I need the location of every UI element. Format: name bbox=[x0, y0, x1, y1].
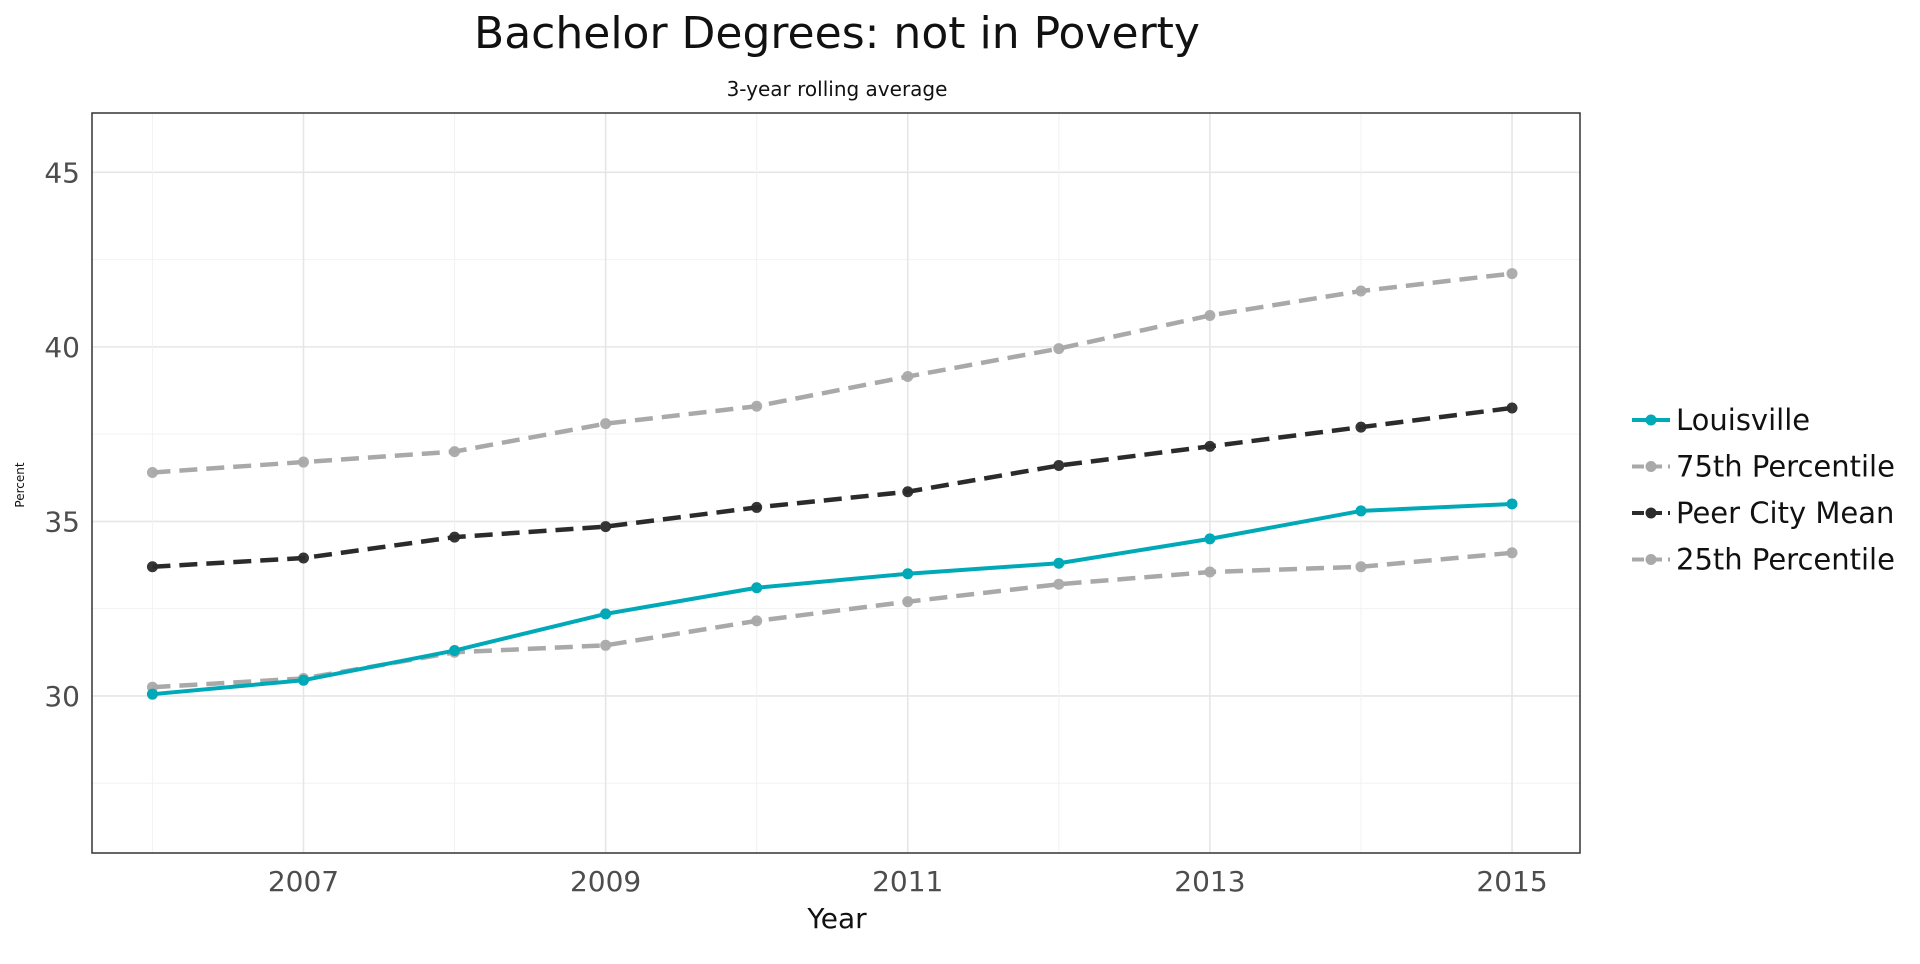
data-point-75th-percentile bbox=[751, 400, 763, 412]
data-point-25th-percentile bbox=[600, 639, 612, 651]
series-line-25th-percentile bbox=[152, 550, 1513, 690]
data-point-peer-city-mean bbox=[600, 521, 612, 533]
series-line-louisville bbox=[152, 501, 1513, 697]
legend-item-75th-percentile: 75th Percentile bbox=[1632, 450, 1895, 484]
legend-label: 25th Percentile bbox=[1676, 543, 1895, 577]
legend-item-louisville: Louisville bbox=[1632, 403, 1810, 437]
data-point-peer-city-mean bbox=[751, 501, 763, 513]
chart-subtitle: 3-year rolling average bbox=[727, 77, 948, 101]
legend-key-marker bbox=[1645, 554, 1657, 565]
grid-layer bbox=[92, 113, 1580, 853]
data-point-75th-percentile bbox=[600, 418, 612, 430]
data-point-louisville bbox=[1355, 505, 1367, 517]
data-point-75th-percentile bbox=[902, 371, 914, 383]
x-tick-label: 2013 bbox=[1174, 865, 1245, 898]
data-point-75th-percentile bbox=[1053, 343, 1065, 355]
legend-label: Louisville bbox=[1676, 403, 1810, 437]
x-tick-label: 2015 bbox=[1476, 865, 1547, 898]
y-tick-labels: 30 35 40 45 bbox=[44, 156, 80, 713]
data-point-25th-percentile bbox=[1355, 561, 1367, 573]
series-line-peer-city-mean bbox=[152, 405, 1513, 570]
data-point-louisville bbox=[1506, 498, 1518, 510]
x-tick-label: 2011 bbox=[872, 865, 943, 898]
data-point-louisville bbox=[297, 674, 309, 686]
y-axis-title: Percent bbox=[13, 462, 27, 507]
data-point-25th-percentile bbox=[902, 596, 914, 608]
data-point-louisville bbox=[449, 645, 461, 657]
data-point-louisville bbox=[600, 608, 612, 620]
legend: Louisville 75th Percentile Peer City Mean 2… bbox=[1632, 403, 1895, 577]
data-point-75th-percentile bbox=[1506, 268, 1518, 280]
legend-key-marker bbox=[1645, 461, 1657, 472]
data-point-peer-city-mean bbox=[297, 552, 309, 564]
series-line-75th-percentile bbox=[152, 271, 1513, 475]
x-axis-title: Year bbox=[806, 902, 867, 935]
x-tick-label: 2007 bbox=[268, 865, 339, 898]
data-point-louisville bbox=[1053, 557, 1065, 569]
legend-key-marker bbox=[1645, 414, 1657, 426]
data-point-25th-percentile bbox=[1204, 566, 1216, 578]
data-point-peer-city-mean bbox=[146, 561, 158, 573]
y-tick-label: 30 bbox=[44, 680, 80, 713]
legend-item-peer-city-mean: Peer City Mean bbox=[1632, 496, 1894, 530]
data-point-75th-percentile bbox=[1355, 285, 1367, 297]
data-point-peer-city-mean bbox=[1506, 402, 1518, 414]
data-point-peer-city-mean bbox=[1053, 460, 1065, 472]
data-point-peer-city-mean bbox=[902, 486, 914, 498]
legend-label: 75th Percentile bbox=[1676, 450, 1895, 484]
series-75th-percentile bbox=[146, 268, 1518, 479]
data-point-25th-percentile bbox=[751, 615, 763, 627]
data-point-peer-city-mean bbox=[1204, 440, 1216, 452]
data-point-75th-percentile bbox=[1204, 309, 1216, 321]
data-point-75th-percentile bbox=[449, 446, 461, 458]
series-layer bbox=[146, 268, 1518, 700]
chart-title: Bachelor Degrees: not in Poverty bbox=[474, 8, 1200, 59]
legend-item-25th-percentile: 25th Percentile bbox=[1632, 543, 1895, 577]
data-point-louisville bbox=[751, 582, 763, 594]
data-point-louisville bbox=[1204, 533, 1216, 545]
y-tick-label: 35 bbox=[44, 505, 80, 538]
plot-panel-border bbox=[91, 112, 1581, 854]
data-point-75th-percentile bbox=[146, 467, 158, 479]
data-point-louisville bbox=[146, 688, 158, 700]
data-point-louisville bbox=[902, 568, 914, 580]
data-point-25th-percentile bbox=[1053, 578, 1065, 590]
legend-key-marker bbox=[1645, 507, 1657, 519]
legend-label: Peer City Mean bbox=[1676, 496, 1894, 530]
series-louisville bbox=[146, 498, 1518, 700]
data-point-peer-city-mean bbox=[449, 531, 461, 543]
y-tick-label: 45 bbox=[44, 156, 80, 189]
x-tick-label: 2009 bbox=[570, 865, 641, 898]
data-point-25th-percentile bbox=[1506, 547, 1518, 559]
data-point-peer-city-mean bbox=[1355, 421, 1367, 433]
x-tick-labels: 2007 2009 2011 2013 2015 bbox=[268, 865, 1548, 898]
y-tick-label: 40 bbox=[44, 331, 80, 364]
data-point-75th-percentile bbox=[297, 456, 309, 468]
series-peer-city-mean bbox=[146, 402, 1518, 573]
